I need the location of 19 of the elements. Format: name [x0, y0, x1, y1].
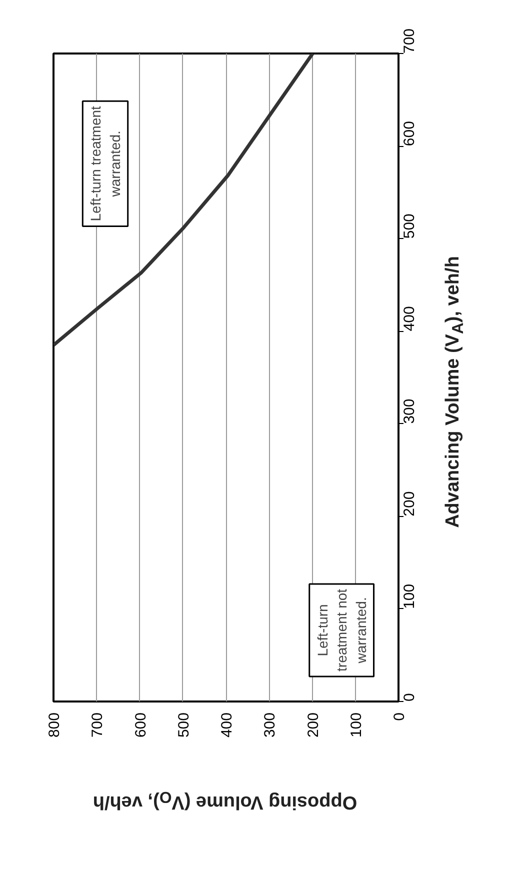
- x-tick-label: 300: [262, 712, 279, 738]
- y-tick-label: 400: [401, 306, 418, 332]
- x-tick-label: 0: [391, 712, 408, 721]
- x-tick-label: 600: [132, 712, 150, 738]
- y-tick-label: 500: [401, 214, 418, 239]
- annotation: Left-turn treatment warranted.: [88, 106, 123, 222]
- y-tick-label: 200: [401, 491, 418, 516]
- annotation: Left-turn treatment not warranted.: [314, 588, 369, 672]
- x-tick-label: 700: [89, 712, 106, 738]
- y-tick-label: 300: [401, 398, 418, 424]
- x-tick-label: 800: [46, 712, 63, 738]
- y-tick-label: 100: [401, 584, 418, 609]
- y-tick-label: 0: [401, 693, 418, 702]
- x-tick-label: 500: [175, 712, 192, 738]
- y-tick-label: 700: [401, 28, 418, 54]
- x-tick-label: 200: [304, 712, 322, 738]
- y-tick-label: 600: [401, 121, 418, 146]
- x-tick-label: 100: [348, 712, 365, 738]
- x-tick-label: 400: [218, 712, 236, 738]
